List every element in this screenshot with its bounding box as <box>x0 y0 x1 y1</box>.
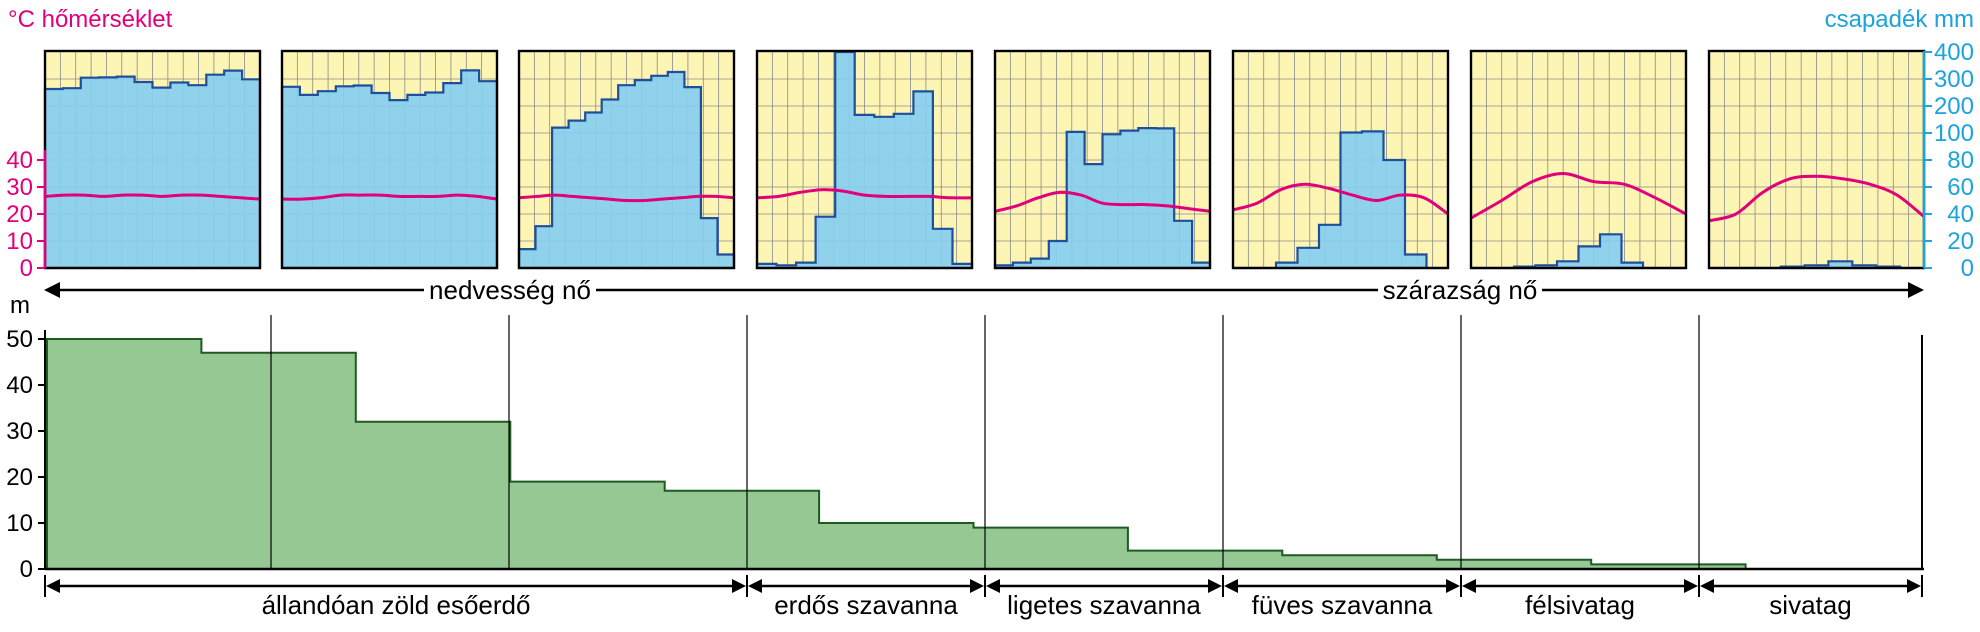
temperature-tick-label: 20 <box>6 201 33 228</box>
zone-arrow-head <box>1446 579 1460 593</box>
zone-arrow-head <box>970 579 984 593</box>
precipitation-tick-label: 400 <box>1934 39 1974 66</box>
zone-label: félsivatag <box>1525 590 1635 620</box>
climate-chart-6 <box>1231 49 1450 270</box>
temperature-axis-title: °C hőmérséklet <box>8 6 173 33</box>
height-tick-label: 50 <box>6 326 33 353</box>
precipitation-tick-label: 60 <box>1947 174 1974 201</box>
chart-frame <box>1469 49 1688 270</box>
temperature-line <box>281 193 498 201</box>
height-tick-label: 40 <box>6 372 33 399</box>
zone-label: állandóan zöld esőerdő <box>262 590 531 620</box>
precipitation-tick-label: 0 <box>1961 255 1974 282</box>
temperature-line <box>994 190 1211 213</box>
climate-chart-4 <box>755 49 974 270</box>
climate-chart-8 <box>1707 49 1926 270</box>
precipitation-axis-title: csapadék mm <box>1824 6 1974 33</box>
chart-frame <box>517 49 736 270</box>
zone-label: füves szavanna <box>1252 590 1433 620</box>
zone-arrow-head <box>748 579 762 593</box>
zone-arrow-head <box>1462 579 1476 593</box>
precipitation-tick-label: 80 <box>1947 147 1974 174</box>
zone-arrow-head <box>1208 579 1222 593</box>
height-tick-label: 0 <box>20 556 33 583</box>
precipitation-bars <box>755 50 974 270</box>
zone-arrow-head <box>1907 579 1921 593</box>
climate-chart-2 <box>280 49 499 270</box>
zone-arrow-head <box>46 579 60 593</box>
zone-arrow-head <box>1224 579 1238 593</box>
climate-chart-7 <box>1469 49 1688 270</box>
precipitation-tick-label: 20 <box>1947 228 1974 255</box>
zone-arrow-head <box>732 579 746 593</box>
dryness-label: szárazság nő <box>1383 275 1538 305</box>
zone-arrow-head <box>1684 579 1698 593</box>
temperature-line <box>518 193 735 203</box>
chart-frame <box>280 49 499 270</box>
height-unit-label: m <box>10 292 30 319</box>
zone-arrow-head <box>1700 579 1714 593</box>
precipitation-bars <box>280 69 499 270</box>
label-backdrop <box>1378 274 1542 304</box>
climate-chart-5 <box>993 49 1212 270</box>
arrow-head-right <box>1908 282 1924 298</box>
chart-frame <box>1231 49 1450 270</box>
height-tick-label: 20 <box>6 464 33 491</box>
climate-chart-1 <box>43 49 262 270</box>
chart-frame <box>755 49 974 270</box>
precipitation-bars <box>1233 130 1448 270</box>
precipitation-bars <box>993 127 1212 270</box>
label-backdrop <box>424 274 596 304</box>
temperature-tick-label: 10 <box>6 228 33 255</box>
temperature-line <box>1232 182 1449 216</box>
humidity-label: nedvesség nő <box>429 275 591 305</box>
precipitation-tick-label: 300 <box>1934 66 1974 93</box>
zone-label: ligetes szavanna <box>1007 590 1201 620</box>
precipitation-tick-label: 100 <box>1934 120 1974 147</box>
temperature-tick-label: 30 <box>6 174 33 201</box>
precipitation-bars <box>517 70 736 270</box>
temperature-tick-label: 40 <box>6 147 33 174</box>
vegetation-profile <box>46 338 1900 570</box>
zone-label: erdős szavanna <box>774 590 958 620</box>
temperature-line <box>756 188 973 200</box>
chart-frame <box>993 49 1212 270</box>
temperature-line <box>1708 174 1925 223</box>
zone-label: sivatag <box>1769 590 1851 620</box>
climate-chart-3 <box>517 49 736 270</box>
precipitation-tick-label: 40 <box>1947 201 1974 228</box>
temperature-line <box>1470 171 1687 220</box>
height-tick-label: 10 <box>6 510 33 537</box>
height-tick-label: 30 <box>6 418 33 445</box>
precipitation-tick-label: 200 <box>1934 93 1974 120</box>
precipitation-bars <box>43 69 262 270</box>
temperature-tick-label: 0 <box>20 255 33 282</box>
temperature-line <box>44 193 261 201</box>
zone-arrow-head <box>986 579 1000 593</box>
arrow-head-left <box>44 282 60 298</box>
